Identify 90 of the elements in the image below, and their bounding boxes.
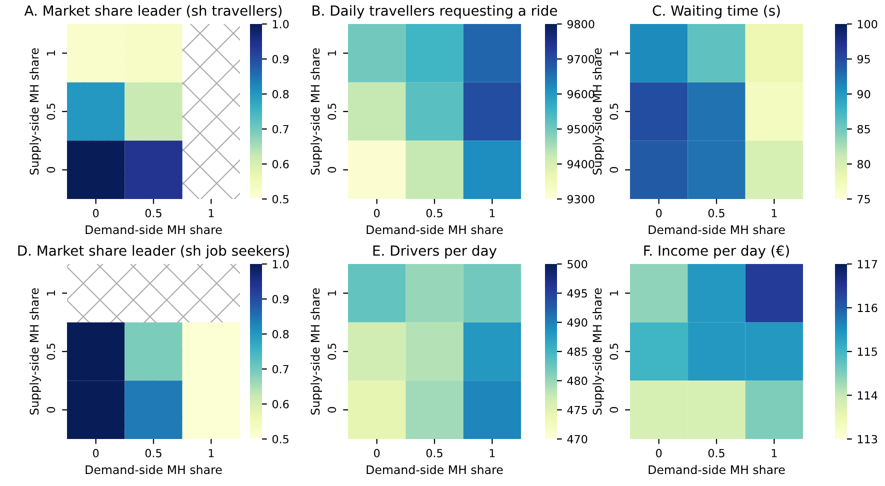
x-tick-label: 0 xyxy=(656,448,662,458)
color-bar-label: 480 xyxy=(567,376,588,386)
color-bar-label: 0.5 xyxy=(272,194,288,204)
y-tick-label: 0 xyxy=(46,407,56,413)
x-tick-label: 0.5 xyxy=(145,208,162,218)
y-axis-title: Supply-side MH share xyxy=(30,288,41,415)
y-tick-label: 1 xyxy=(610,50,618,56)
color-bar-label: 95 xyxy=(857,54,870,64)
x-tick-label: 0 xyxy=(374,448,380,458)
x-tick-label: 1 xyxy=(772,209,777,218)
color-bar-label: 475 xyxy=(567,406,587,414)
y-tick-label: 1 xyxy=(328,50,336,56)
y-axis-title: Supply-side MH share xyxy=(592,288,604,415)
color-bar-label: 90 xyxy=(857,90,870,98)
y-tick-label: 0.5 xyxy=(46,344,56,360)
x-tick-label: 1 xyxy=(208,449,214,458)
x-tick-label: 1 xyxy=(208,209,214,218)
color-bar-label: 116 xyxy=(858,304,878,312)
y-tick-label: 0 xyxy=(610,407,618,413)
y-axis-title: Supply-side MH share xyxy=(30,48,41,175)
y-tick-label: 0 xyxy=(610,167,618,173)
x-tick-label: 1 xyxy=(490,449,495,458)
y-tick-label: 0 xyxy=(328,167,336,173)
color-bar-label: 490 xyxy=(567,318,588,327)
y-axis-title: Supply-side MH share xyxy=(592,48,604,175)
y-tick-label: 1 xyxy=(46,50,55,56)
x-axis-title: Demand-side MH share xyxy=(366,225,503,234)
x-tick-label: 1 xyxy=(490,209,495,218)
color-bar-label: 485 xyxy=(567,347,587,356)
chart-title: D. Market share leader (sh job seekers) xyxy=(18,245,289,259)
color-bar-label: 114 xyxy=(858,391,878,400)
color-bar-label: 75 xyxy=(858,195,870,204)
y-tick-label: 0.5 xyxy=(610,104,618,120)
color-bar-label: 1.0 xyxy=(272,260,289,268)
color-bar-label: 9700 xyxy=(567,54,594,64)
x-tick-label: 0.5 xyxy=(426,208,442,218)
color-bar-label: 0.8 xyxy=(272,330,289,338)
x-tick-label: 0.5 xyxy=(708,448,724,458)
y-tick-label: 0.5 xyxy=(610,344,618,360)
chart-title: A. Market share leader (sh travellers) xyxy=(24,5,282,18)
y-tick-label: 1 xyxy=(610,290,618,296)
color-bar-label: 9800 xyxy=(567,20,594,28)
chart-title: E. Drivers per day xyxy=(373,245,497,259)
y-tick-label: 1 xyxy=(46,290,55,296)
x-tick-label: 0.5 xyxy=(145,448,162,458)
y-axis-title: Supply-side MH share xyxy=(310,48,322,175)
chart-title: B. Daily travellers requesting a ride xyxy=(312,5,558,19)
color-bar-label: 100 xyxy=(858,20,878,28)
color-bar-label: 113 xyxy=(858,434,878,444)
color-bar-label: 0.5 xyxy=(272,434,288,444)
y-axis-title: Supply-side MH share xyxy=(310,288,322,415)
color-bar-label: 9600 xyxy=(567,90,594,98)
color-bar-label: 0.8 xyxy=(272,90,289,98)
color-bar-label: 117 xyxy=(858,260,877,268)
y-tick-label: 1 xyxy=(328,290,336,296)
color-bar-label: 0.6 xyxy=(272,160,289,168)
color-bar-label: 0.7 xyxy=(272,124,288,134)
color-bar-label: 1.0 xyxy=(272,20,289,28)
x-axis-title: Demand-side MH share xyxy=(648,465,785,474)
color-bar-label: 9500 xyxy=(567,124,594,134)
chart-title: F. Income per day (€) xyxy=(644,245,789,259)
y-tick-label: 0.5 xyxy=(46,104,56,120)
color-bar-label: 495 xyxy=(567,289,587,298)
color-bar-label: 470 xyxy=(567,434,588,444)
color-bar-label: 0.7 xyxy=(272,364,288,374)
x-axis-title: Demand-side MH share xyxy=(366,465,503,474)
color-bar-label: 9300 xyxy=(567,194,594,204)
x-tick-label: 0.5 xyxy=(708,208,724,218)
y-tick-label: 0 xyxy=(328,407,336,413)
x-tick-label: 0 xyxy=(656,208,662,218)
color-bar-label: 0.9 xyxy=(272,54,289,64)
x-tick-label: 0 xyxy=(93,448,99,458)
color-bar-label: 9400 xyxy=(567,160,594,168)
y-tick-label: 0.5 xyxy=(328,344,336,360)
color-bar-label: 500 xyxy=(568,260,588,268)
y-tick-label: 0 xyxy=(46,167,56,173)
x-axis-title: Demand-side MH share xyxy=(86,465,222,474)
x-tick-label: 0 xyxy=(93,208,99,218)
color-bar-label: 80 xyxy=(857,160,870,168)
x-tick-label: 0 xyxy=(374,208,380,218)
x-tick-label: 1 xyxy=(772,449,777,458)
color-bar-label: 85 xyxy=(857,124,870,134)
chart-title: C. Waiting time (s) xyxy=(652,5,780,19)
x-axis-title: Demand-side MH share xyxy=(648,225,785,234)
color-bar-label: 0.6 xyxy=(272,400,289,408)
x-axis-title: Demand-side MH share xyxy=(86,225,222,234)
color-bar-label: 0.9 xyxy=(272,294,289,304)
y-tick-label: 0.5 xyxy=(328,104,336,120)
x-tick-label: 0.5 xyxy=(426,448,442,458)
color-bar-label: 115 xyxy=(858,348,877,356)
